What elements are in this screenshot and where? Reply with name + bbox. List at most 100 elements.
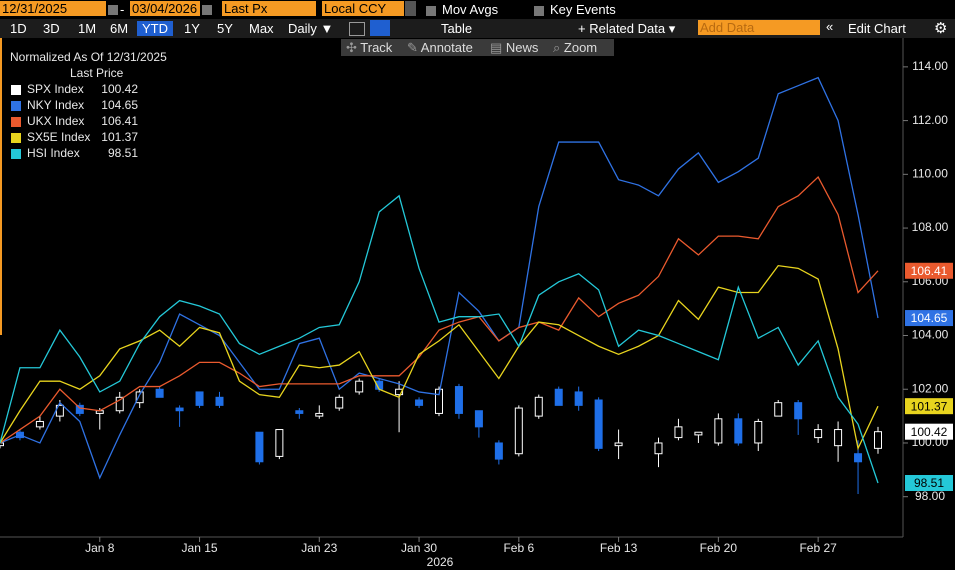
candle-body — [335, 396, 344, 409]
legend-swatch — [11, 133, 21, 143]
toolbar-row-2: Daily ▼ Table + Related Data ▾ Add Data … — [0, 19, 955, 38]
settings-icon[interactable]: ⚙ — [934, 20, 948, 37]
candle-body — [674, 426, 683, 439]
last-value-label: 100.42 — [911, 425, 948, 439]
tool-icon: ▤ — [490, 40, 506, 55]
candle-body — [435, 388, 443, 414]
candle-body — [454, 386, 463, 414]
legend-name: NKY Index — [27, 98, 84, 112]
tool-button[interactable]: ✣ Track — [341, 39, 407, 56]
candle-body — [714, 418, 723, 444]
legend-value: 104.65 — [101, 98, 138, 112]
y-tick-label: 104.00 — [912, 328, 949, 342]
table-button[interactable]: Table — [441, 21, 473, 36]
period-button[interactable]: 5Y — [217, 21, 233, 36]
candle-body — [415, 399, 424, 406]
add-data-input[interactable]: Add Data — [698, 20, 820, 35]
legend-name: UKX Index — [27, 114, 84, 128]
currency-select[interactable]: Local CCY — [322, 1, 404, 16]
candle-body — [514, 407, 523, 455]
period-button[interactable]: 1M — [78, 21, 97, 36]
candle-body — [694, 431, 703, 436]
tool-button[interactable]: ✎ Annotate — [402, 39, 490, 56]
x-tick-label: Feb 27 — [799, 541, 837, 555]
series-line — [0, 194, 879, 484]
last-value-label: 101.37 — [911, 399, 948, 413]
last-value-tag — [905, 475, 953, 492]
candle-body — [155, 388, 164, 398]
mov-avgs-checkbox[interactable] — [426, 4, 436, 19]
legend-value: 106.41 — [101, 114, 138, 128]
toolbar-row-1: 12/31/2025 - 03/04/2026 Last Px Local CC… — [0, 0, 955, 19]
candle-body — [734, 418, 743, 444]
collapse-button[interactable]: « — [826, 19, 834, 34]
period-button[interactable]: 1Y — [184, 21, 200, 36]
start-date[interactable]: 12/31/2025 — [0, 1, 106, 16]
tool-label: Zoom — [563, 40, 598, 55]
edit-chart[interactable]: Edit Chart — [848, 21, 906, 36]
period-button[interactable]: YTD — [137, 21, 173, 36]
candle-body — [474, 410, 483, 428]
candle-icon[interactable] — [370, 20, 390, 36]
period-button[interactable]: 3D — [43, 21, 60, 36]
tool-button[interactable]: ⌕ Zoom — [548, 39, 614, 56]
candle-body — [794, 402, 803, 420]
period-button[interactable]: 6M — [110, 21, 129, 36]
tool-label: Annotate — [420, 40, 473, 55]
calendar-icon[interactable] — [108, 3, 118, 18]
candle-body — [175, 407, 184, 412]
dash: - — [120, 2, 125, 17]
candle-body — [614, 442, 623, 447]
period-button[interactable]: 1D — [10, 21, 27, 36]
related-data[interactable]: + Related Data ▾ — [578, 21, 676, 36]
calendar-icon[interactable] — [202, 3, 212, 18]
tool-icon: ⌕ — [553, 40, 564, 55]
tool-icon: ✣ — [346, 40, 361, 55]
candle-body — [355, 380, 364, 393]
tool-label: Track — [360, 40, 393, 55]
candle-body — [295, 410, 304, 414]
dropdown-arrow[interactable] — [405, 1, 416, 16]
legend-swatch — [11, 117, 21, 127]
mov-avgs-label[interactable]: Mov Avgs — [442, 2, 499, 17]
key-events-label[interactable]: Key Events — [550, 2, 616, 17]
legend-name: HSI Index — [27, 146, 80, 160]
x-tick-label: Feb 13 — [600, 541, 638, 555]
series-line — [0, 264, 879, 451]
candle-body — [854, 453, 863, 463]
field-select[interactable]: Last Px — [222, 1, 316, 16]
candle-body — [594, 399, 603, 449]
legend-value: 101.37 — [101, 130, 138, 144]
y-tick-label: 110.00 — [912, 166, 948, 180]
period-button[interactable]: Max — [249, 21, 274, 36]
candle-body — [494, 442, 503, 460]
candle-body — [534, 396, 543, 417]
frequency-select[interactable]: Daily ▼ — [288, 21, 334, 36]
candle-body — [35, 420, 44, 428]
legend-title: Last Price — [70, 66, 124, 80]
candle-body — [774, 402, 783, 417]
chart-type-icon[interactable] — [349, 22, 365, 36]
candle-body — [754, 420, 763, 444]
candle-body — [814, 429, 823, 439]
candle-body — [75, 404, 84, 414]
last-value-label: 106.41 — [911, 264, 948, 278]
y-tick-label: 98.00 — [915, 489, 945, 503]
x-tick-label: Feb 20 — [700, 541, 738, 555]
candle-body — [115, 396, 124, 412]
tool-icon: ✎ — [407, 40, 421, 55]
end-date[interactable]: 03/04/2026 — [130, 1, 200, 16]
candle-body — [395, 388, 404, 396]
tool-button[interactable]: ▤ News — [485, 39, 551, 56]
legend-swatch — [11, 101, 21, 111]
left-edge — [0, 0, 2, 335]
series-line — [0, 175, 879, 444]
key-events-checkbox[interactable] — [534, 4, 544, 19]
candle-body — [574, 391, 583, 406]
last-value-tag — [905, 398, 953, 415]
x-tick-label: Jan 8 — [85, 541, 115, 555]
candle-body — [654, 442, 663, 455]
legend-swatch — [11, 149, 21, 159]
